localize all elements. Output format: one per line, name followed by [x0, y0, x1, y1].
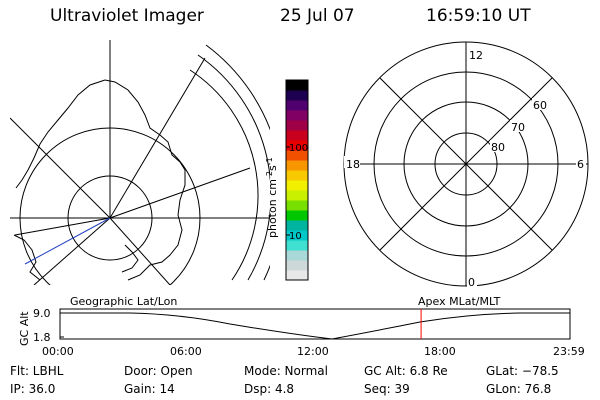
time-label: 16:59:10 UT	[426, 6, 531, 26]
mlat-label-70: 70	[511, 121, 525, 134]
colorbar-cell	[286, 80, 308, 91]
x-tick-label: 12:00	[297, 345, 329, 358]
colorbar-cell	[286, 200, 308, 211]
y-tick-label: 9.0	[33, 307, 51, 320]
filter-info: Flt: LBHL	[10, 364, 64, 378]
date-label: 25 Jul 07	[280, 6, 355, 26]
gain-info: Gain: 14	[124, 382, 175, 396]
colorbar-cell	[286, 100, 308, 111]
meridian-line	[14, 217, 111, 236]
x-tick-label: 06:00	[170, 345, 202, 358]
magnetic-polar-grid: 12 18 6 0 60 70 80	[343, 41, 589, 289]
apex-title: Apex MLat/MLT	[418, 295, 501, 308]
mlat-label-80: 80	[491, 141, 505, 154]
colorbar-cell	[286, 230, 308, 241]
mlt-label-18: 18	[346, 158, 360, 171]
meridian-line	[109, 217, 171, 285]
colorbar-cell	[286, 150, 308, 161]
x-tick-label: 23:59	[553, 345, 585, 358]
meridian-line	[33, 217, 111, 285]
colorbar-tick: 100	[289, 143, 308, 154]
colorbar-cell	[286, 190, 308, 201]
colorbar: 100 10 photon cm-2s-1	[265, 79, 309, 281]
glon-info: GLon: 76.8	[486, 382, 552, 396]
seq-info: Seq: 39	[364, 382, 410, 396]
gcalt-info: GC Alt: 6.8 Re	[364, 364, 448, 378]
mlt-label-0: 0	[468, 276, 475, 289]
altitude-timeline: GC Alt 9.0 1.8	[18, 307, 571, 346]
geographic-map	[10, 40, 270, 285]
mode-info: Mode: Normal	[244, 364, 328, 378]
colorbar-cell	[286, 260, 308, 271]
latitude-arc	[189, 69, 259, 281]
x-tick-label: 18:00	[424, 345, 456, 358]
ip-info: IP: 36.0	[10, 382, 56, 396]
colorbar-tick: 10	[289, 231, 302, 242]
mlt-label-6: 6	[577, 158, 584, 171]
colorbar-cell	[286, 110, 308, 121]
colorbar-cell	[286, 270, 308, 281]
meridian-line	[109, 167, 251, 219]
colorbar-cell	[286, 240, 308, 251]
coastline	[13, 234, 41, 281]
y-tick-label: 1.8	[33, 331, 51, 344]
coastline	[15, 79, 106, 189]
coastline	[104, 79, 186, 281]
colorbar-cell	[286, 140, 308, 151]
altitude-curve	[60, 312, 570, 340]
colorbar-cell	[286, 180, 308, 191]
latitude-arc	[205, 44, 270, 281]
colorbar-cell	[286, 220, 308, 231]
colorbar-cell	[286, 250, 308, 261]
x-tick-label: 00:00	[42, 345, 74, 358]
colorbar-cell	[286, 210, 308, 221]
colorbar-cell	[286, 120, 308, 131]
colorbar-cell	[286, 160, 308, 171]
glat-info: GLat: −78.5	[486, 364, 559, 378]
coastline	[121, 244, 139, 273]
app-title: Ultraviolet Imager	[50, 6, 204, 26]
dsp-info: Dsp: 4.8	[244, 382, 295, 396]
geographic-title: Geographic Lat/Lon	[70, 295, 178, 308]
meridian-line	[109, 57, 206, 219]
latitude-arc	[197, 54, 270, 281]
mlt-label-12: 12	[469, 49, 483, 62]
colorbar-cell	[286, 130, 308, 141]
meridian-line	[10, 117, 111, 219]
door-info: Door: Open	[124, 364, 193, 378]
satellite-track	[24, 217, 111, 265]
mlat-label-60: 60	[533, 99, 547, 112]
colorbar-cell	[286, 90, 308, 101]
colorbar-axis-label: photon cm-2s-1	[265, 157, 279, 238]
colorbar-cell	[286, 170, 308, 181]
timeline-yaxis-label: GC Alt	[18, 311, 31, 346]
